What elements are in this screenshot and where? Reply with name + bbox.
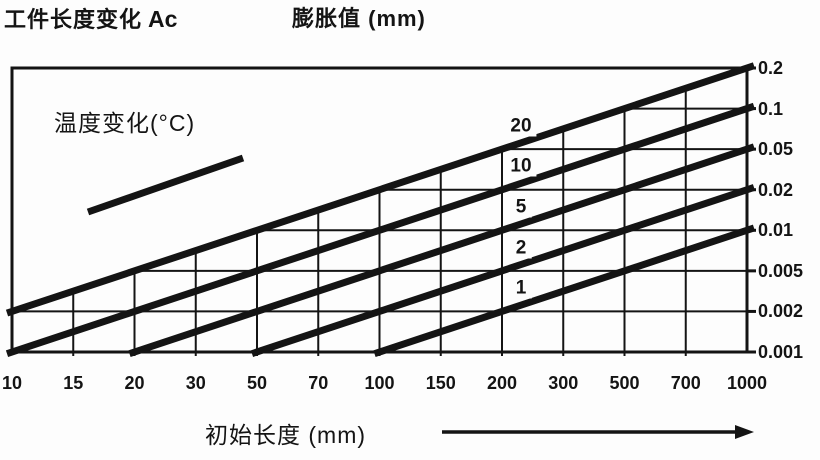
- line-label-10: 10: [505, 155, 537, 177]
- x-tick-label-700: 700: [670, 373, 701, 393]
- temperature-line-10: [5, 102, 756, 357]
- line-label-2: 2: [510, 237, 532, 259]
- line-label-5: 5: [510, 196, 532, 218]
- page-title-left: 工件长度变化 Ac: [4, 8, 177, 31]
- x-tick-label-10: 10: [1, 373, 23, 393]
- x-tick-label-150: 150: [425, 373, 456, 393]
- y-tick-label-0.2: 0.2: [758, 58, 784, 78]
- x-tick-label-20: 20: [124, 373, 145, 393]
- x-tick-label-50: 50: [246, 373, 268, 393]
- temperature-line-1: [373, 224, 756, 357]
- x-tick-label-30: 30: [185, 373, 206, 393]
- temperature-line-2: [250, 184, 756, 357]
- line-label-1: 1: [510, 277, 532, 299]
- title-left-symbol: Ac: [148, 6, 178, 32]
- x-tick-label-300: 300: [548, 373, 579, 393]
- legend-label: 温度变化(°C): [54, 110, 196, 136]
- y-tick-label-0.002: 0.002: [758, 301, 804, 322]
- page-title-right: 膨胀值 (mm): [292, 6, 426, 31]
- y-tick-label-0.02: 0.02: [758, 179, 794, 200]
- x-tick-label-15: 15: [63, 373, 84, 393]
- x-tick-label-1000: 1000: [726, 373, 768, 393]
- x-tick-label-100: 100: [364, 373, 395, 393]
- line-label-20: 20: [505, 115, 537, 137]
- y-tick-label-0.1: 0.1: [758, 98, 784, 119]
- legend-sample-line: [86, 154, 245, 216]
- y-tick-label-0.05: 0.05: [758, 139, 794, 160]
- x-axis-arrow-head: [735, 425, 754, 439]
- x-tick-label-500: 500: [609, 373, 640, 393]
- x-tick-label-200: 200: [486, 373, 518, 393]
- y-tick-label-0.001: 0.001: [758, 342, 804, 362]
- temperature-line-20: [5, 62, 756, 317]
- x-axis-title: 初始长度 (mm): [205, 422, 367, 448]
- temperature-line-5: [128, 143, 756, 357]
- x-tick-label-70: 70: [308, 373, 329, 393]
- title-left-text: 工件长度变化: [4, 7, 143, 32]
- y-tick-label-0.005: 0.005: [758, 260, 804, 281]
- y-tick-label-0.01: 0.01: [758, 220, 794, 241]
